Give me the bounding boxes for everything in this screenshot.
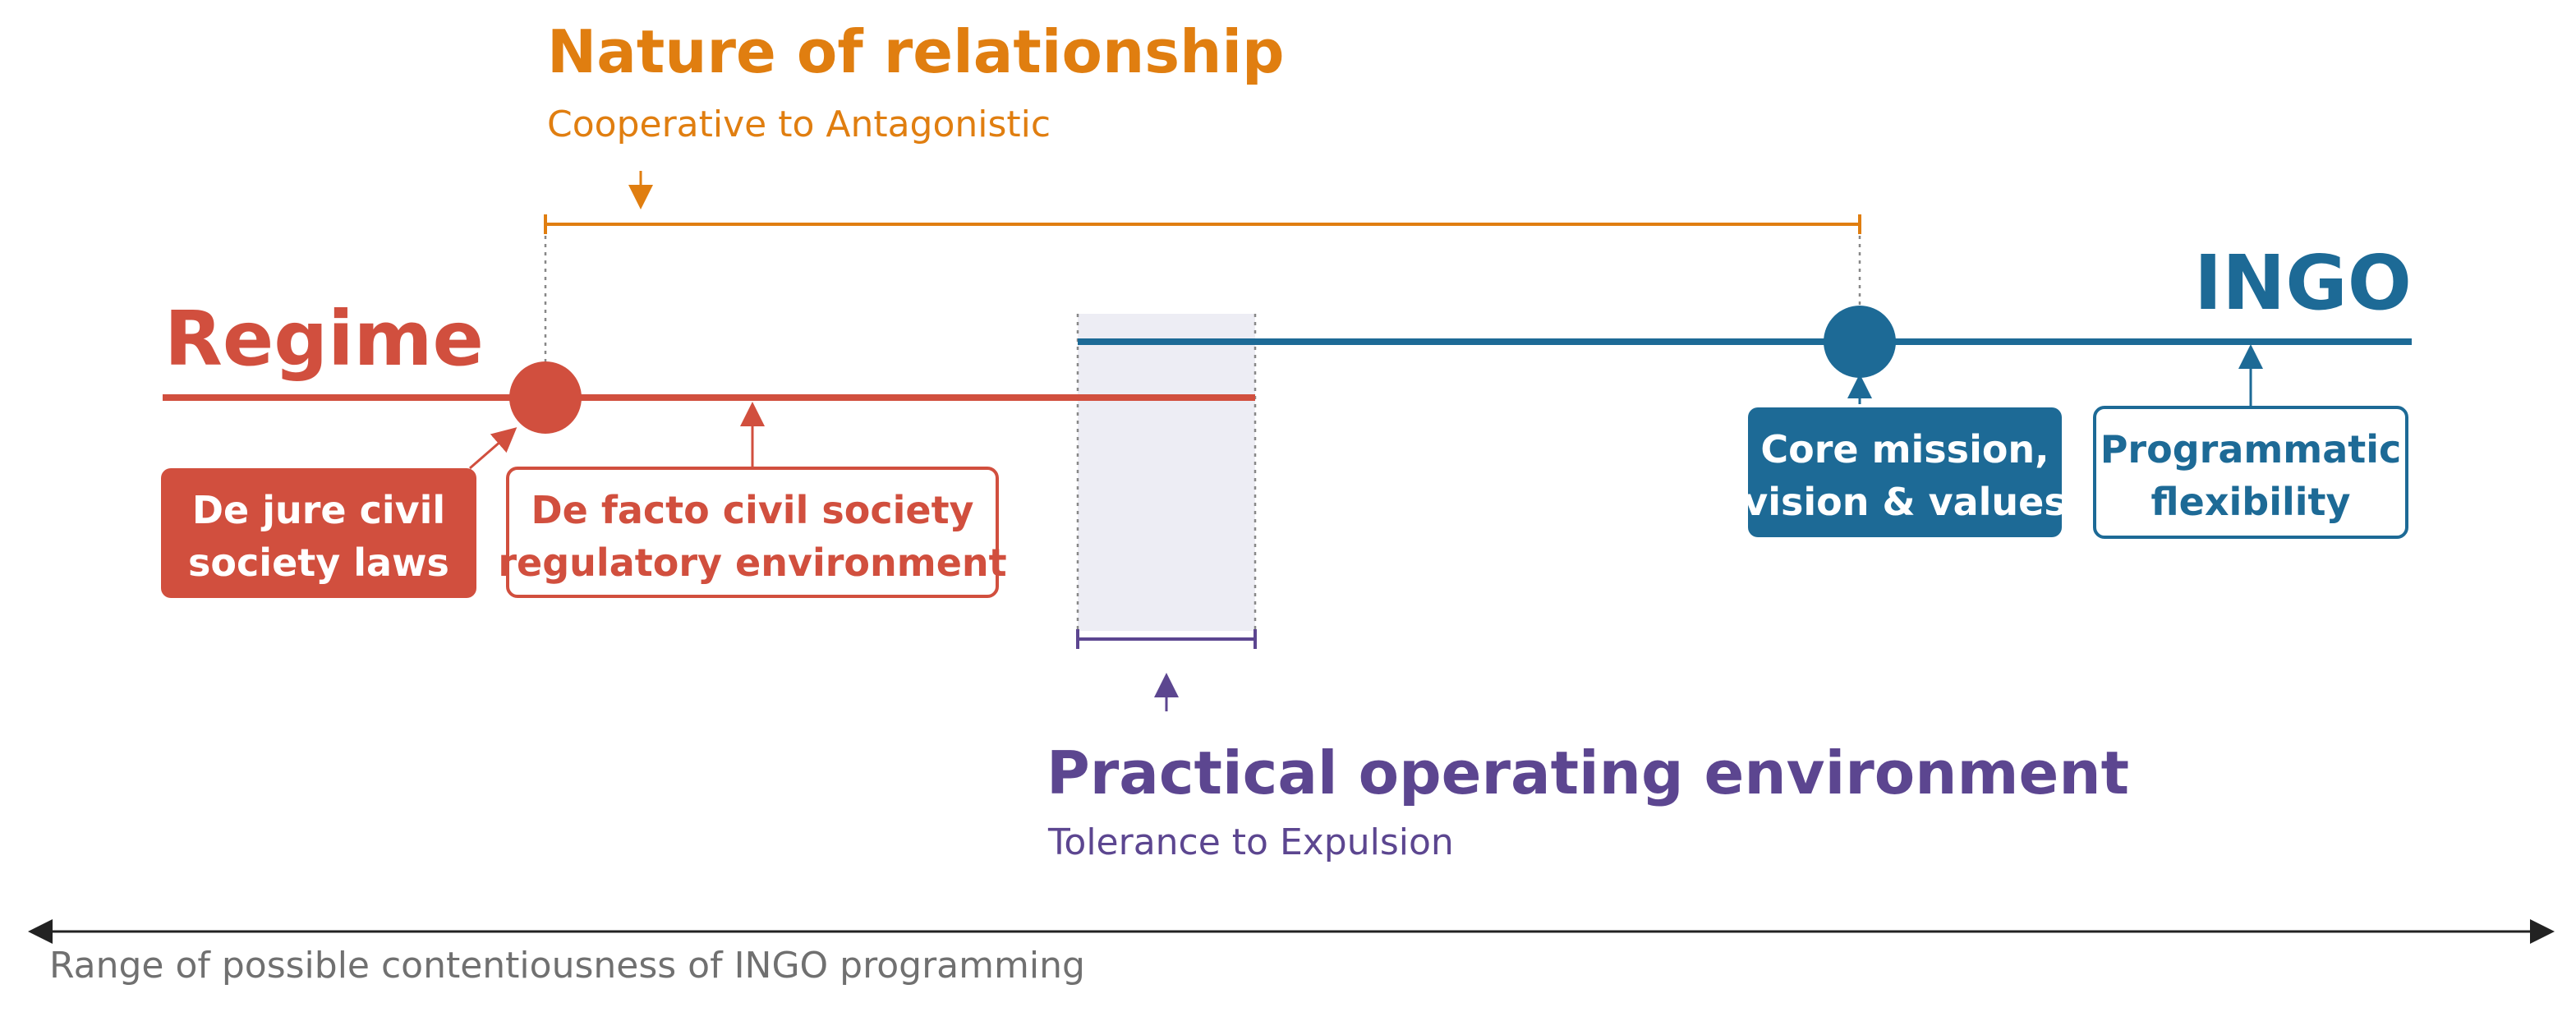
- ingo-group: INGO Core mission, vision & values Progr…: [1078, 239, 2412, 539]
- defacto-line2: regulatory environment: [498, 540, 1006, 585]
- practical-band-group: [1076, 314, 1257, 711]
- flexibility-line1: Programmatic: [2100, 427, 2402, 472]
- dejure-box: [161, 468, 476, 598]
- practical-title: Practical operating environment: [1046, 738, 2129, 807]
- regime-group: Regime De jure civil society laws De fac…: [161, 295, 1255, 598]
- core-mission-line1: Core mission,: [1760, 427, 2049, 472]
- dejure-line2: society laws: [188, 540, 449, 585]
- defacto-box: [506, 467, 999, 598]
- regime-label: Regime: [164, 295, 484, 383]
- flexibility-line2: flexibility: [2151, 480, 2351, 524]
- practical-subtitle: Tolerance to Expulsion: [1047, 821, 1454, 863]
- relationship-title: Nature of relationship: [547, 17, 1285, 86]
- regime-law-node: [509, 361, 582, 434]
- defacto-line1: De facto civil society: [531, 488, 973, 532]
- core-mission-box: [1748, 407, 2062, 537]
- ingo-label: INGO: [2194, 239, 2412, 327]
- axis-label: Range of possible contentiousness of ING…: [49, 945, 1085, 987]
- practical-shade: [1078, 314, 1255, 631]
- core-mission-line2: vision & values: [1743, 480, 2067, 524]
- relationship-subtitle: Cooperative to Antagonistic: [547, 104, 1051, 145]
- relationship-group: Nature of relationship Cooperative to An…: [544, 17, 1861, 361]
- ingo-core-node: [1824, 306, 1896, 378]
- flexibility-box: [2093, 406, 2408, 539]
- dejure-pointer-arrow: [469, 427, 518, 470]
- dejure-line1: De jure civil: [192, 488, 445, 532]
